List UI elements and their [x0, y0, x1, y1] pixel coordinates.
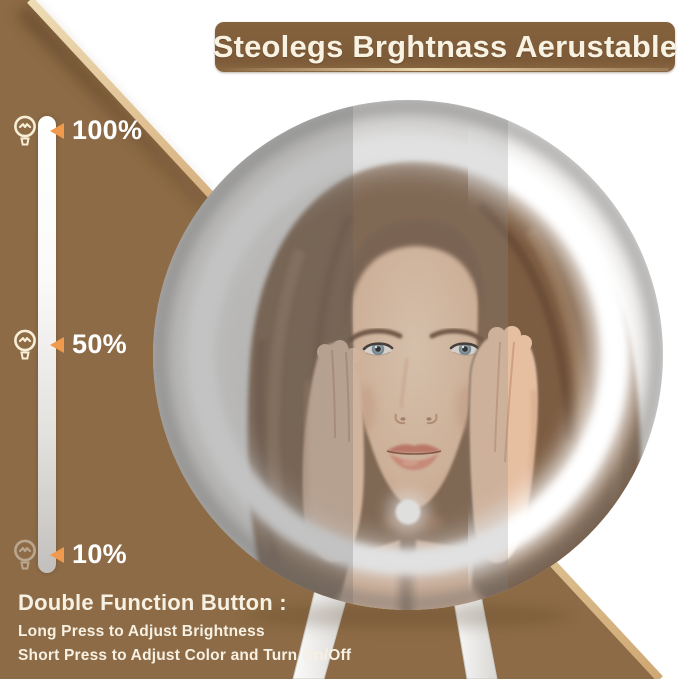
- eyebrow-right: [429, 328, 485, 343]
- level-marker-triangle: [50, 123, 64, 139]
- eye-right: [449, 342, 481, 356]
- eyebrow-left: [347, 328, 403, 343]
- mirror-rim: [153, 100, 663, 610]
- instruction-long-press: Long Press to Adjust Brightness: [18, 623, 265, 640]
- double-function-button: [387, 491, 429, 533]
- medium-brightness-zone: [353, 100, 508, 610]
- face: [352, 234, 478, 509]
- banner-shine: [221, 68, 669, 71]
- led-ring-light: [184, 128, 635, 582]
- bulb-icon: [14, 329, 36, 360]
- brightness-label: 50%: [72, 329, 127, 359]
- level-marker-triangle: [50, 337, 64, 353]
- bulb-icon: [14, 115, 36, 146]
- nose: [394, 357, 438, 425]
- hair-bangs: [344, 218, 486, 332]
- brightness-level-100: 100%: [0, 113, 143, 149]
- brightness-label: 10%: [72, 539, 127, 569]
- hand-left: [302, 340, 364, 562]
- brightness-level-50: 50%: [0, 327, 140, 363]
- brightness-slider-track: [38, 116, 56, 573]
- bulb-icon: [14, 539, 36, 570]
- brightness-level-10: 10%: [0, 537, 140, 573]
- level-marker-triangle: [50, 547, 64, 563]
- brightness-label: 100%: [72, 115, 143, 145]
- lips: [386, 444, 442, 470]
- product-title: Steolegs Brghtnass Aerustable: [212, 29, 678, 64]
- instruction-short-press: Short Press to Adjust Color and Turn On/…: [18, 647, 352, 664]
- instructions-heading: Double Function Button :: [18, 590, 287, 615]
- title-banner: Steolegs Brghtnass Aerustable: [212, 22, 678, 72]
- eye-left: [362, 342, 394, 356]
- instructions-block: Double Function Button : Long Press to A…: [18, 590, 351, 671]
